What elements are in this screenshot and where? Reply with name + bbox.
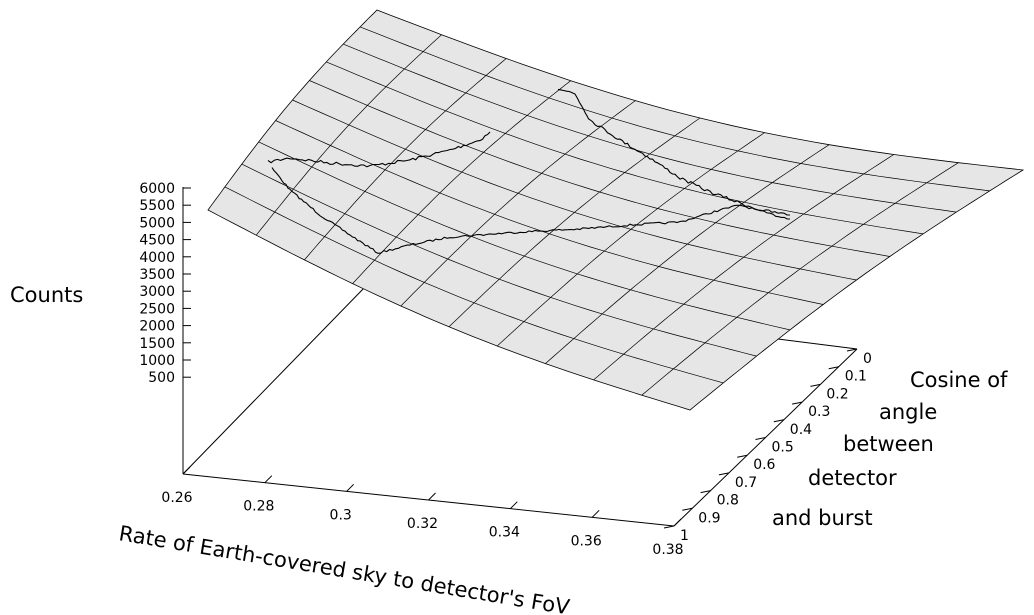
y-tick-label: 0.8 [717, 493, 739, 509]
y-tick-label: 0.4 [790, 422, 812, 438]
surface-grid-line [292, 99, 857, 281]
x-tick-mark [591, 509, 600, 518]
z-tick-label: 1500 [139, 336, 175, 352]
z-tick-label: 5500 [139, 198, 175, 214]
surface-grid-line [241, 163, 757, 357]
surface-grid-line [593, 154, 894, 381]
y-axis-ticks: 0 0.10.2 0.3 0.4 0.50.6 0.7 0.80.9 1 [663, 348, 872, 544]
x-tick-mark [182, 466, 191, 475]
data-curves [267, 88, 791, 254]
y-tick-label: 0.1 [845, 369, 867, 385]
x-tick-label: 0.36 [571, 533, 602, 549]
y-tick-label: 0.9 [698, 510, 720, 526]
y-tick-mark [700, 490, 711, 494]
z-axis-label: Counts [10, 283, 83, 307]
z-tick-label: 500 [148, 370, 175, 386]
y-axis-label-line-1: Cosine of [910, 368, 1008, 392]
z-tick-label: 4500 [139, 233, 175, 249]
x-tick-label: 0.32 [407, 516, 438, 532]
x-tick-label: 0.38 [652, 542, 683, 558]
y-tick-label: 0.7 [735, 475, 757, 491]
surface-patch [207, 9, 1025, 411]
x-tick-mark [509, 501, 518, 510]
y-axis-label-line-5: and burst [772, 506, 873, 530]
z-tick-label: 3500 [139, 267, 175, 283]
y-tick-mark [792, 401, 803, 405]
z-tick-label: 1000 [139, 353, 175, 369]
y-axis-label-line-4: detector [808, 466, 897, 490]
surface-grid-line [496, 132, 765, 347]
y-tick-mark [773, 419, 784, 423]
x-tick-label: 0.34 [489, 525, 520, 541]
surface-grid-line [258, 141, 790, 331]
y-tick-mark [718, 472, 729, 476]
x-tick-mark [264, 475, 273, 484]
x-tick-label: 0.3 [330, 507, 352, 523]
x-tick-mark [428, 492, 436, 501]
x-tick-mark [673, 518, 682, 527]
y-tick-mark [737, 454, 748, 458]
x-tick-mark [346, 483, 355, 492]
y-tick-mark [682, 507, 693, 511]
y-axis-base-line [182, 286, 366, 475]
z-tick-label: 4000 [139, 250, 175, 266]
x-tick-label: 0.26 [161, 490, 192, 506]
data-curve-upper [267, 131, 491, 168]
x-tick-label: 0.28 [243, 499, 274, 515]
y-tick-label: 0 [863, 351, 872, 367]
y-tick-label: 1 [680, 528, 689, 544]
y-axis-label-line-2: angle [879, 400, 937, 424]
y-tick-mark [663, 525, 675, 529]
y-tick-mark [755, 437, 766, 440]
y-tick-label: 0.5 [772, 440, 794, 456]
y-axis-label-line-3: between [843, 432, 934, 456]
surface-grid-line [641, 162, 959, 396]
surface-grid-line [545, 144, 830, 364]
fitted-surface [207, 9, 1025, 411]
z-tick-label: 2500 [139, 301, 175, 317]
y-tick-mark [828, 366, 839, 370]
z-tick-label: 5000 [139, 215, 175, 231]
surface-grid-line [224, 186, 724, 384]
z-tick-label: 2000 [139, 319, 175, 335]
data-curve-lower [271, 167, 790, 254]
y-tick-mark [810, 383, 821, 387]
y-tick-label: 0.3 [808, 404, 830, 420]
z-tick-label: 6000 [139, 181, 175, 197]
data-curve-right [557, 88, 791, 216]
y-tick-label: 0.2 [826, 386, 848, 402]
y-tick-label: 0.6 [753, 457, 775, 473]
y-tick-mark [846, 348, 858, 352]
x-axis-ticks: 0.26 0.28 0.3 0.32 0.34 0.36 0.38 [161, 466, 684, 558]
z-tick-label: 3000 [139, 284, 175, 300]
surface-grid-line [275, 120, 824, 305]
